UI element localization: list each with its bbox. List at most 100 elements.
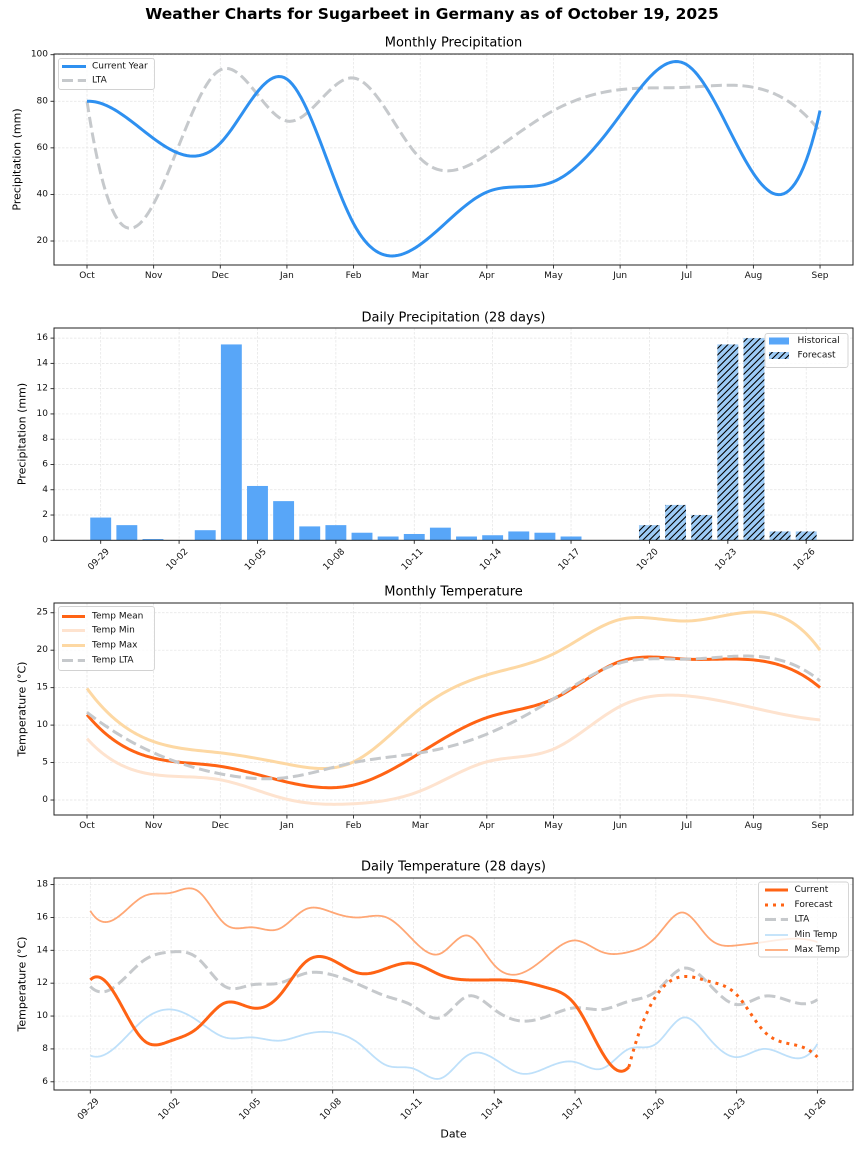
x-tick-label: Aug xyxy=(745,821,763,831)
x-tick-label: Nov xyxy=(145,821,163,831)
y-tick-label: 40 xyxy=(37,189,49,199)
series-line-lta xyxy=(85,66,822,230)
x-tick-label: Jul xyxy=(680,271,692,281)
plot-frame xyxy=(53,877,854,1091)
legend-item-current-year: Current Year xyxy=(62,62,148,72)
y-tick-label: 16 xyxy=(37,333,49,343)
legend-label: Temp LTA xyxy=(91,656,134,666)
legend-item-historical: Historical xyxy=(769,336,840,346)
x-tick-label: Sep xyxy=(812,821,829,831)
y-tick-label: 25 xyxy=(37,608,48,618)
series-line-current-year xyxy=(86,60,822,258)
plot-frame xyxy=(53,53,854,266)
y-tick-label: 12 xyxy=(37,978,48,988)
bar-forecast xyxy=(717,344,739,541)
x-tick-label: Jun xyxy=(612,821,627,831)
legend-label: Temp Min xyxy=(91,626,135,636)
x-tick-label: Apr xyxy=(479,271,495,281)
y-tick-label: 8 xyxy=(42,434,48,444)
y-tick-label: 10 xyxy=(37,409,49,419)
legend-label: Forecast xyxy=(798,351,837,361)
legend-swatch xyxy=(769,337,789,345)
x-tick-label: Jan xyxy=(279,821,294,831)
bar-forecast xyxy=(769,531,791,541)
bar-historical xyxy=(142,539,164,541)
plot-frame xyxy=(53,327,854,541)
legend-item-max-temp: Max Temp xyxy=(765,945,840,955)
y-tick-label: 18 xyxy=(37,880,49,890)
legend-item-forecast: Forecast xyxy=(769,351,836,361)
y-tick-label: 5 xyxy=(42,758,48,768)
x-tick-label: Dec xyxy=(212,271,229,281)
legend-label: Historical xyxy=(798,336,840,346)
legend-label: Current xyxy=(795,885,829,895)
bar-historical xyxy=(273,501,295,541)
x-axis-label: Date xyxy=(440,1128,467,1141)
legend-box xyxy=(758,881,849,958)
legend: Historical Forecast xyxy=(764,333,849,368)
bar-historical xyxy=(403,533,425,541)
y-axis-label: Temperature (°C) xyxy=(16,937,29,1033)
plot-area xyxy=(89,887,819,1080)
y-tick-label: 16 xyxy=(37,912,49,922)
series-line-lta xyxy=(89,950,819,1023)
chart-title: Monthly Temperature xyxy=(384,585,523,600)
x-tick-label: Aug xyxy=(745,271,763,281)
series-line-current xyxy=(89,955,630,1073)
y-axis: 0 2 4 6 8 10 12 14 16 xyxy=(37,333,54,545)
bar-forecast xyxy=(665,504,687,541)
bar-forecast xyxy=(795,531,817,541)
series-line-temp-min xyxy=(85,693,821,806)
bar-historical xyxy=(456,536,477,541)
legend-item-temp-max: Temp Max xyxy=(62,641,138,651)
y-tick-label: 14 xyxy=(37,945,49,955)
legend-swatch xyxy=(769,352,789,359)
chart-title: Daily Precipitation (28 days) xyxy=(362,311,546,326)
x-tick-label: Jan xyxy=(279,271,294,281)
bar-historical xyxy=(325,525,347,541)
y-axis: 0 5 10 15 20 25 xyxy=(37,608,54,805)
y-axis: 6 8 10 12 14 16 18 xyxy=(37,880,54,1087)
legend-label: Temp Mean xyxy=(91,612,143,622)
bar-historical xyxy=(377,536,399,541)
x-axis: Oct Nov Dec Jan Feb Mar Apr May Jun Jul Aug Sep xyxy=(79,815,829,831)
x-tick-label: May xyxy=(544,821,563,831)
figure-title: Weather Charts for Sugarbeet in Germany … xyxy=(145,5,719,23)
legend-item-lta: LTA xyxy=(765,915,810,925)
series-line-forecast xyxy=(627,974,819,1068)
y-tick-label: 10 xyxy=(37,1011,49,1021)
series-line-temp-lta xyxy=(86,654,821,781)
chart-title: Monthly Precipitation xyxy=(385,36,522,51)
y-tick-label: 14 xyxy=(37,358,49,368)
y-axis-label: Precipitation (mm) xyxy=(16,383,29,485)
x-tick-label: Jun xyxy=(612,271,627,281)
y-tick-label: 4 xyxy=(42,485,48,495)
plot-frame xyxy=(53,602,854,816)
y-tick-label: 80 xyxy=(37,96,49,106)
bar-forecast xyxy=(743,338,765,541)
legend-label: Forecast xyxy=(795,900,834,910)
bar-historical xyxy=(482,535,504,541)
bar-forecast xyxy=(638,525,660,541)
legend: Current Forecast LTA Min Temp Max Temp xyxy=(758,881,849,958)
plot-area xyxy=(85,60,822,258)
bar-historical xyxy=(299,526,321,541)
x-tick-label: Dec xyxy=(212,821,229,831)
x-tick-label: Sep xyxy=(812,271,829,281)
y-tick-label: 60 xyxy=(37,143,49,153)
legend-item-temp-min: Temp Min xyxy=(62,626,135,636)
bar-historical xyxy=(90,517,112,541)
y-tick-label: 15 xyxy=(37,683,48,693)
series-line-min-temp xyxy=(89,1008,819,1080)
bar-historical xyxy=(429,527,451,541)
bar-historical xyxy=(194,530,216,541)
y-tick-label: 6 xyxy=(42,459,48,469)
y-tick-label: 0 xyxy=(42,795,48,805)
x-axis: Oct Nov Dec Jan Feb Mar Apr May Jun Jul Aug Sep xyxy=(79,265,829,281)
y-axis: 20 40 60 80 100 xyxy=(31,50,54,246)
x-tick-label: Mar xyxy=(412,271,429,281)
bar-forecast xyxy=(691,515,713,541)
y-tick-label: 20 xyxy=(37,645,49,655)
legend: Current Year LTA xyxy=(58,58,155,90)
